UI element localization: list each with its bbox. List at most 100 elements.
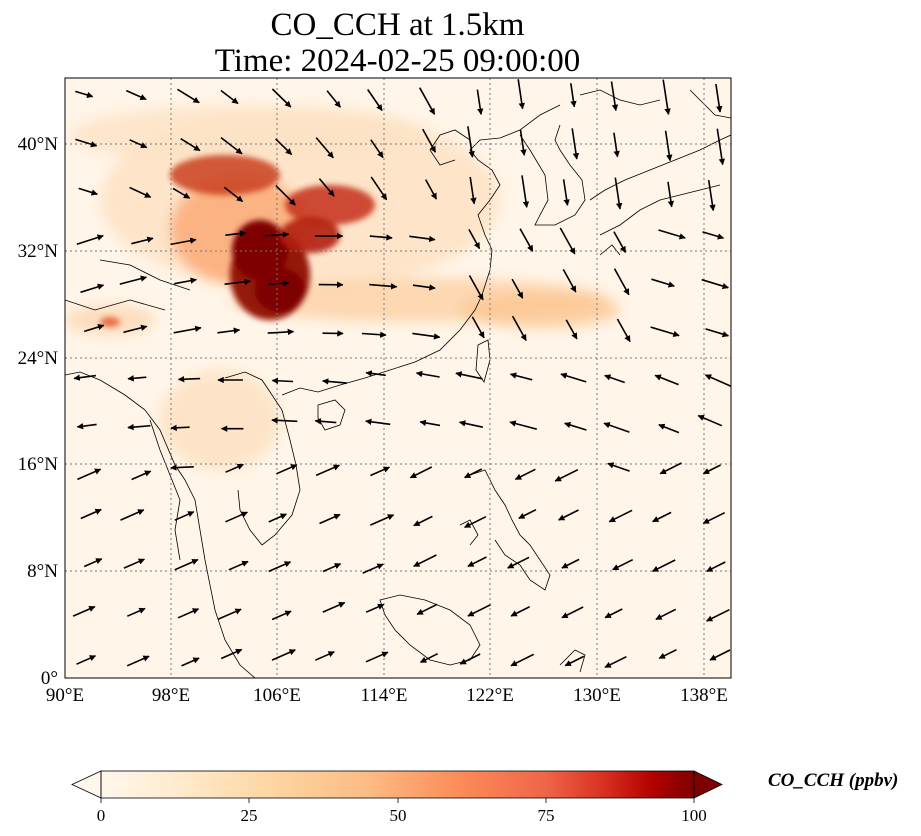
lat-tick-label: 32°N [18, 241, 59, 262]
lon-tick-label: 106°E [253, 685, 301, 706]
wind-vector-arrow [225, 463, 244, 473]
wind-vector-arrow [177, 375, 201, 383]
wind-vector-arrow [83, 323, 105, 333]
wind-vector-arrow [370, 466, 390, 477]
wind-vector-arrow [129, 139, 148, 149]
wind-vector-arrow [467, 126, 475, 158]
wind-vector-arrow [123, 558, 145, 569]
plot-title-variable: CO_CCH at 1.5km [270, 7, 525, 43]
wind-vector-arrow [268, 280, 290, 287]
wind-vector-arrow [570, 83, 577, 108]
wind-vector-arrow [271, 377, 294, 384]
wind-vector-arrow [75, 90, 94, 99]
wind-vector-arrow [119, 275, 148, 285]
wind-vector-arrow [412, 332, 441, 340]
wind-vector-arrow [603, 422, 630, 433]
wind-vector-arrow [571, 128, 580, 160]
wind-vector-arrow [467, 603, 491, 617]
wind-vector-arrow [507, 556, 530, 569]
wind-vectors [72, 79, 731, 669]
wind-vector-arrow [559, 227, 576, 255]
wind-vector-arrow [610, 81, 619, 112]
wind-vector-arrow [616, 318, 631, 343]
wind-vector-arrow [120, 509, 145, 521]
lat-tick-label: 16°N [18, 454, 59, 475]
wind-vector-arrow [608, 509, 633, 523]
wind-vector-arrow [78, 187, 98, 196]
wind-vector-arrow [276, 464, 298, 475]
wind-vector-arrow [180, 138, 201, 152]
wind-vector-arrow [658, 423, 680, 434]
wind-vector-arrow [706, 608, 730, 622]
wind-vector-arrow [131, 236, 154, 245]
colorbar-max-extend [693, 770, 723, 799]
wind-vector-arrow [271, 649, 296, 661]
lon-tick-label: 130°E [573, 685, 621, 706]
wind-vector-arrow [131, 470, 152, 481]
wind-vector-arrow [264, 231, 290, 238]
wind-vector-arrow [220, 89, 239, 105]
wind-vector-arrow [471, 316, 485, 339]
wind-vector-arrow [468, 229, 481, 250]
wind-vector-arrow [322, 601, 346, 613]
wind-vector-arrow [275, 185, 296, 206]
wind-vector-arrow [614, 177, 623, 210]
wind-vector-arrow [518, 508, 537, 520]
wind-vector-arrow [361, 331, 387, 338]
wind-vector-arrow [315, 137, 334, 159]
wind-vector-arrow [409, 466, 433, 479]
wind-vector-arrow [369, 283, 398, 290]
wind-vector-arrow [172, 187, 191, 199]
wind-vector-arrow [464, 468, 483, 479]
wind-vector-arrow [271, 88, 292, 108]
wind-vector-arrow [558, 509, 579, 521]
wind-vector-arrow [564, 421, 587, 431]
wind-vector-arrow [369, 234, 393, 241]
wind-vector-arrow [318, 178, 335, 197]
wind-vector-arrow [702, 464, 721, 475]
wind-vector-arrow [652, 511, 672, 523]
wind-vector-arrow [220, 136, 243, 155]
wind-vector-arrow [459, 653, 481, 665]
wind-vector-arrow [174, 511, 195, 521]
lat-tick-label: 24°N [18, 348, 59, 369]
wind-vector-arrow [705, 328, 730, 338]
wind-vector-arrow [654, 374, 679, 386]
wind-vector-arrow [268, 561, 292, 573]
colorbar-title: CO_CCH (ppbv) [768, 770, 899, 791]
wind-vector-arrow [706, 561, 726, 573]
wind-vector-arrow [562, 269, 577, 293]
colorbar-tick-label: 75 [538, 806, 555, 825]
coastlines [65, 89, 731, 678]
wind-vector-arrow [365, 370, 386, 377]
wind-vector-arrow [367, 89, 383, 112]
lon-tick-labels: 90°E 98°E 106°E 114°E 122°E 130°E 138°E [46, 685, 728, 706]
wind-vector-arrow [127, 375, 147, 382]
wind-vector-arrow [170, 424, 190, 432]
wind-vector-arrow [80, 508, 102, 520]
wind-vector-arrow [651, 559, 676, 573]
wind-vector-arrow [613, 268, 630, 296]
lat-tick-labels: 0° 8°N 16°N 24°N 32°N 40°N [18, 134, 59, 689]
wind-vector-arrow [268, 513, 287, 523]
wind-vector-arrow [476, 89, 484, 116]
plot-title-time: Time: 2024-02-25 09:00:00 [214, 43, 581, 79]
wind-vector-arrow [658, 229, 686, 240]
wind-vector-arrow [76, 422, 97, 430]
wind-vector-arrow [519, 129, 527, 156]
wind-vector-arrow [220, 648, 243, 660]
wind-vector-arrow [561, 606, 584, 619]
wind-vector-arrow [225, 230, 247, 237]
wind-vector-arrow [365, 651, 389, 663]
wind-vector-arrow [709, 649, 731, 661]
wind-vector-arrow [76, 234, 104, 245]
wind-vector-arrow [77, 468, 102, 481]
lon-tick-label: 114°E [361, 685, 408, 706]
wind-vector-arrow [173, 325, 202, 334]
wind-vector-arrow [511, 278, 524, 299]
wind-vector-arrow [315, 464, 340, 477]
wind-vector-arrow [416, 603, 438, 616]
wind-vector-arrow [275, 138, 293, 156]
wind-vector-arrow [561, 558, 580, 569]
lon-tick-label: 138°E [680, 685, 728, 706]
